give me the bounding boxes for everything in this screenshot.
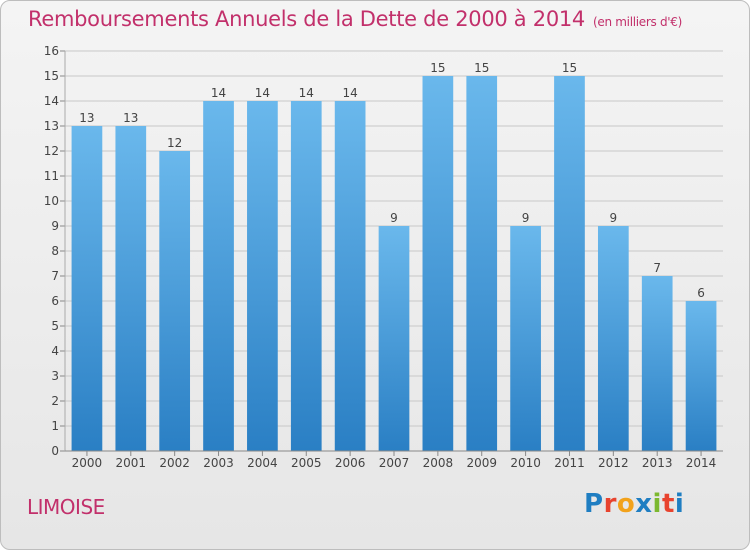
y-tick-label: 11 bbox=[44, 169, 59, 183]
y-tick-label: 6 bbox=[51, 294, 59, 308]
bar-2011 bbox=[554, 76, 585, 451]
data-label: 13 bbox=[123, 111, 138, 125]
data-label: 12 bbox=[167, 136, 182, 150]
bar-2005 bbox=[290, 101, 322, 451]
data-label: 7 bbox=[653, 261, 661, 275]
bar-2009 bbox=[466, 76, 498, 451]
y-tick-label: 14 bbox=[44, 94, 59, 108]
y-tick-label: 13 bbox=[44, 119, 59, 133]
y-tick-label: 9 bbox=[51, 219, 59, 233]
logo-letter: t bbox=[661, 489, 675, 519]
logo-letter: i bbox=[652, 489, 662, 519]
x-tick-label: 2003 bbox=[203, 456, 234, 470]
y-tick-label: 0 bbox=[51, 444, 59, 458]
bar-2013 bbox=[641, 276, 673, 451]
y-tick-label: 5 bbox=[51, 319, 59, 333]
bar-2001 bbox=[115, 126, 147, 451]
x-tick-label: 2008 bbox=[423, 456, 454, 470]
x-tick-label: 2002 bbox=[159, 456, 190, 470]
data-label: 15 bbox=[562, 61, 577, 75]
y-tick-label: 1 bbox=[51, 419, 59, 433]
bar-2003 bbox=[203, 101, 234, 451]
y-tick-label: 12 bbox=[44, 144, 59, 158]
y-tick-label: 15 bbox=[44, 69, 59, 83]
data-label: 14 bbox=[255, 86, 270, 100]
proxiti-logo: Proxiti bbox=[584, 489, 684, 519]
data-label: 14 bbox=[299, 86, 314, 100]
bar-2010 bbox=[510, 226, 541, 451]
logo-letter: i bbox=[674, 489, 685, 519]
chart-title: Remboursements Annuels de la Dette de 20… bbox=[28, 7, 682, 31]
bar-2007 bbox=[378, 226, 410, 451]
logo-letter: P bbox=[584, 489, 604, 519]
y-tick-label: 16 bbox=[44, 44, 59, 58]
x-tick-label: 2006 bbox=[335, 456, 366, 470]
bars bbox=[71, 76, 717, 451]
x-tick-label: 2001 bbox=[116, 456, 147, 470]
data-label: 15 bbox=[430, 61, 445, 75]
data-label: 13 bbox=[79, 111, 94, 125]
x-tick-label: 2013 bbox=[642, 456, 673, 470]
x-tick-label: 2014 bbox=[686, 456, 717, 470]
x-tick-label: 2005 bbox=[291, 456, 322, 470]
x-tick-label: 2004 bbox=[247, 456, 278, 470]
chart-unit-label: (en milliers d'€) bbox=[593, 15, 683, 29]
y-tick-label: 8 bbox=[51, 244, 59, 258]
x-tick-label: 2011 bbox=[554, 456, 585, 470]
data-label: 15 bbox=[474, 61, 489, 75]
logo-letter: r bbox=[603, 489, 617, 519]
bar-2002 bbox=[159, 151, 191, 451]
commune-name: LIMOISE bbox=[27, 495, 105, 519]
bar-2006 bbox=[334, 101, 366, 451]
bar-2000 bbox=[71, 126, 103, 451]
bar-2004 bbox=[247, 101, 278, 451]
y-tick-label: 3 bbox=[51, 369, 59, 383]
x-tick-label: 2000 bbox=[72, 456, 103, 470]
x-tick-label: 2010 bbox=[510, 456, 541, 470]
y-tick-label: 2 bbox=[51, 394, 59, 408]
data-labels: 13 13 12 14 14 14 14 9 15 15 9 15 9 7 6 bbox=[79, 61, 705, 300]
data-label: 6 bbox=[697, 286, 705, 300]
y-tick-label: 4 bbox=[51, 344, 59, 358]
bar-2008 bbox=[422, 76, 454, 451]
bar-2012 bbox=[597, 226, 629, 451]
x-tick-label: 2009 bbox=[466, 456, 497, 470]
x-axis-ticks: 2000 2001 2002 2003 2004 2005 2006 2007 2008 2009… bbox=[72, 451, 717, 470]
logo-letter: o bbox=[616, 489, 636, 519]
x-tick-label: 2012 bbox=[598, 456, 629, 470]
data-label: 9 bbox=[522, 211, 530, 225]
data-label: 14 bbox=[211, 86, 226, 100]
data-label: 9 bbox=[610, 211, 618, 225]
chart-title-text: Remboursements Annuels de la Dette de 20… bbox=[28, 7, 585, 31]
data-label: 14 bbox=[342, 86, 357, 100]
y-tick-label: 7 bbox=[51, 269, 59, 283]
bar-2014 bbox=[685, 301, 717, 451]
x-tick-label: 2007 bbox=[379, 456, 410, 470]
logo-letter: x bbox=[635, 489, 653, 519]
y-tick-label: 10 bbox=[44, 194, 59, 208]
data-label: 9 bbox=[390, 211, 398, 225]
